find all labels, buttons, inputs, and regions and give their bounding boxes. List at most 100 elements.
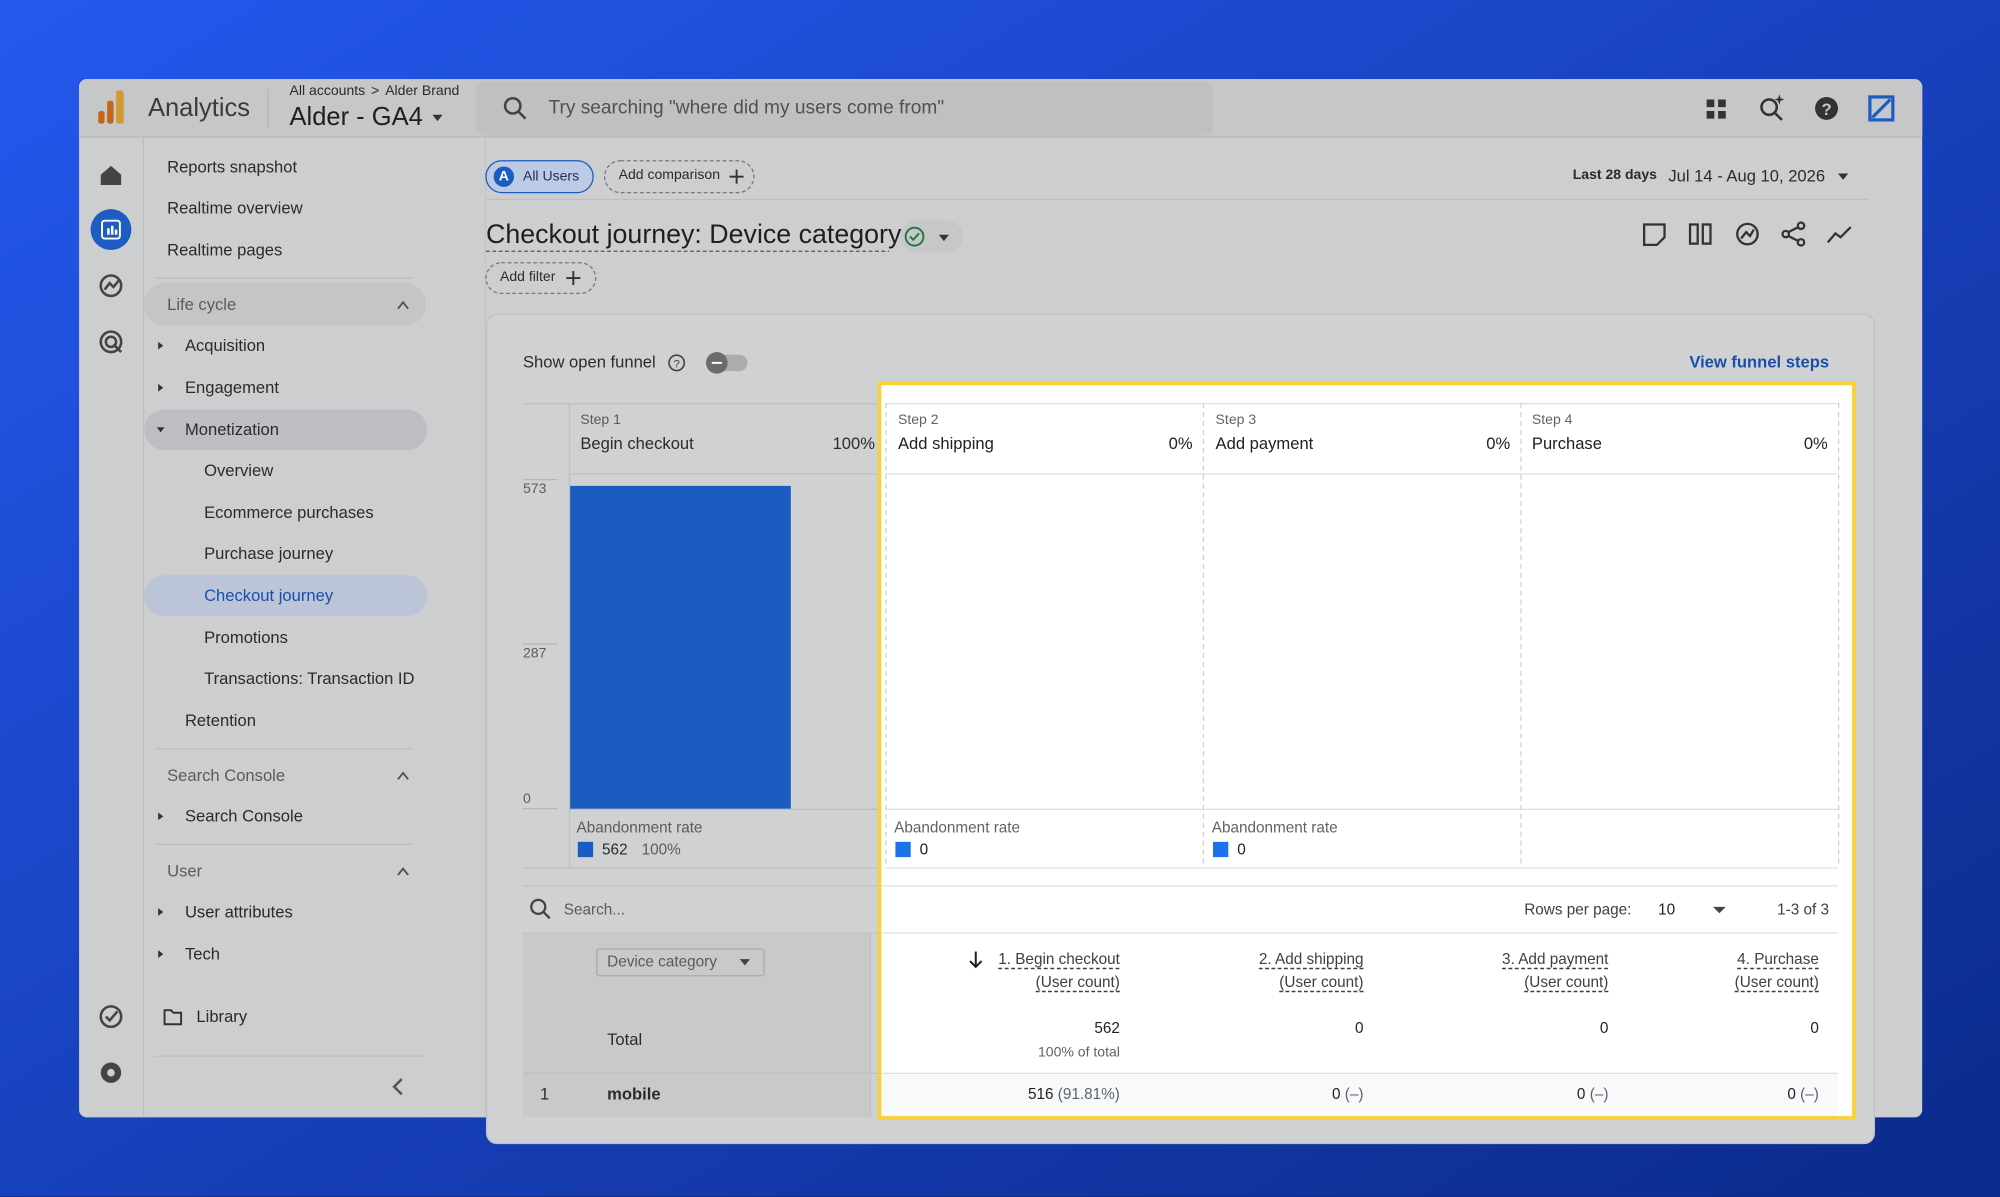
- nav-item[interactable]: Transactions: Transaction ID: [204, 668, 415, 688]
- cell-value: 0: [1787, 1085, 1796, 1104]
- cell-share: (–): [1800, 1085, 1819, 1104]
- selected-highlight: [144, 575, 428, 617]
- nav-item[interactable]: Acquisition: [184, 335, 266, 355]
- segment-label[interactable]: All Users: [522, 168, 580, 185]
- sort-icon[interactable]: [969, 951, 983, 969]
- expand-icon[interactable]: [156, 341, 165, 958]
- nav-item[interactable]: Monetization: [184, 419, 279, 440]
- column-metric: (User count): [1035, 972, 1120, 991]
- add-filter[interactable]: Add filter: [499, 269, 556, 285]
- segment-chip[interactable]: [485, 160, 594, 194]
- abandonment-percent: 100%: [641, 840, 681, 859]
- cell-value: 516: [1027, 1085, 1054, 1104]
- nav-section[interactable]: User: [167, 861, 203, 881]
- explore-icon[interactable]: [99, 274, 123, 298]
- insights-icon[interactable]: [1760, 94, 1785, 121]
- property-selector[interactable]: Alder - GA4: [289, 103, 423, 132]
- breadcrumb[interactable]: All accounts: [289, 83, 366, 99]
- y-tick-label: 573: [522, 481, 547, 497]
- legend-swatch: [1213, 841, 1229, 858]
- dimension-column: [522, 933, 870, 1118]
- nav-item[interactable]: Purchase journey: [204, 543, 334, 563]
- rows-per-page-label: Rows per page:: [1524, 900, 1632, 919]
- breadcrumb[interactable]: Alder Brand: [385, 83, 460, 99]
- collapse-icon[interactable]: [392, 300, 409, 1096]
- column-header[interactable]: 1. Begin checkout: [998, 950, 1120, 968]
- step-name: Purchase: [1531, 433, 1602, 454]
- settings-icon[interactable]: [100, 1062, 122, 1083]
- funnel-grid: [878, 403, 1839, 1074]
- nav-item[interactable]: Tech: [184, 944, 220, 964]
- cell-share: (–): [1589, 1085, 1609, 1104]
- column-header[interactable]: 3. Add payment: [1502, 950, 1609, 968]
- dropdown-icon[interactable]: [1713, 906, 1726, 914]
- section-highlight: [144, 283, 427, 326]
- help-icon[interactable]: [668, 354, 686, 372]
- step-percent: 0%: [1803, 433, 1828, 454]
- dimension-picker[interactable]: [596, 948, 765, 977]
- nav-item[interactable]: Promotions: [204, 627, 288, 647]
- dropdown-icon[interactable]: [1838, 173, 1849, 180]
- account-icon[interactable]: [1868, 95, 1895, 122]
- abandonment-count: 562: [602, 840, 628, 859]
- dimension-picker[interactable]: Device category: [607, 952, 717, 971]
- nav-section[interactable]: Life cycle: [167, 294, 237, 315]
- table-cell: 516 (91.81%): [1028, 1085, 1120, 1103]
- dropdown-icon: [938, 234, 949, 242]
- nav-item[interactable]: Overview: [204, 460, 274, 480]
- nav-item[interactable]: Retention: [184, 710, 256, 730]
- svg-text:?: ?: [1821, 100, 1831, 119]
- nav-item[interactable]: User attributes: [184, 902, 293, 922]
- home-icon[interactable]: [100, 165, 122, 185]
- link[interactable]: View funnel steps: [1689, 352, 1830, 372]
- nav-item-selected[interactable]: Checkout journey: [204, 585, 334, 605]
- reports-icon[interactable]: [90, 209, 132, 250]
- search-placeholder[interactable]: Try searching "where did my users come f…: [548, 96, 945, 119]
- help-icon[interactable]: ?: [1815, 96, 1839, 120]
- table-cell: 0 (–): [1787, 1085, 1819, 1103]
- add-filter-button[interactable]: [485, 262, 597, 295]
- status-chip[interactable]: [900, 220, 964, 253]
- date-range[interactable]: Jul 14 - Aug 10, 2026: [1668, 166, 1826, 186]
- column-header[interactable]: 4. Purchase: [1737, 950, 1819, 968]
- dropdown-icon[interactable]: [432, 114, 443, 122]
- legend-swatch: [895, 841, 911, 858]
- column-metric: (User count): [1734, 972, 1819, 991]
- nav-item[interactable]: Library: [196, 1006, 248, 1026]
- toggle-label: Show open funnel: [522, 352, 656, 372]
- nav-section[interactable]: Search Console: [167, 765, 286, 785]
- dropdown-icon: [739, 959, 750, 966]
- apps-icon[interactable]: [1706, 99, 1726, 119]
- abandonment-label: Abandonment rate: [576, 818, 703, 837]
- nav-item[interactable]: Ecommerce purchases: [204, 502, 374, 522]
- nav-link[interactable]: Reports snapshot: [167, 157, 298, 177]
- add-comparison[interactable]: Add comparison: [618, 167, 721, 183]
- funnel-bar: [570, 485, 791, 809]
- verified-icon: [904, 226, 925, 247]
- abandonment-label: Abandonment rate: [894, 818, 1021, 837]
- legend-swatch: [577, 841, 594, 858]
- rows-per-page[interactable]: 10: [1658, 900, 1676, 919]
- nav-item[interactable]: Search Console: [184, 806, 303, 826]
- cell-share: (–): [1344, 1085, 1364, 1104]
- add-comparison-button[interactable]: [603, 160, 755, 194]
- admin-check-icon[interactable]: [99, 1005, 123, 1029]
- report-actions[interactable]: [1642, 221, 1852, 247]
- product-name: Analytics: [147, 94, 251, 123]
- table-search[interactable]: Search...: [563, 900, 626, 919]
- search-box[interactable]: [475, 81, 1214, 136]
- step-percent: 0%: [1168, 433, 1193, 454]
- column-metric: (User count): [1279, 972, 1364, 991]
- column-header[interactable]: 2. Add shipping: [1258, 950, 1364, 968]
- report-title: Checkout journey: Device category: [485, 219, 902, 250]
- cell-value: 0: [1576, 1085, 1586, 1104]
- nav-item[interactable]: Engagement: [184, 377, 279, 397]
- cell-share: (91.81%): [1057, 1085, 1120, 1104]
- step-name: Begin checkout: [580, 433, 694, 454]
- nav-link[interactable]: Realtime overview: [167, 197, 303, 218]
- nav-link[interactable]: Realtime pages: [167, 240, 283, 260]
- advertising-icon[interactable]: [99, 330, 123, 354]
- total-value: 562: [1094, 1018, 1120, 1037]
- abandonment-label: Abandonment rate: [1211, 818, 1338, 837]
